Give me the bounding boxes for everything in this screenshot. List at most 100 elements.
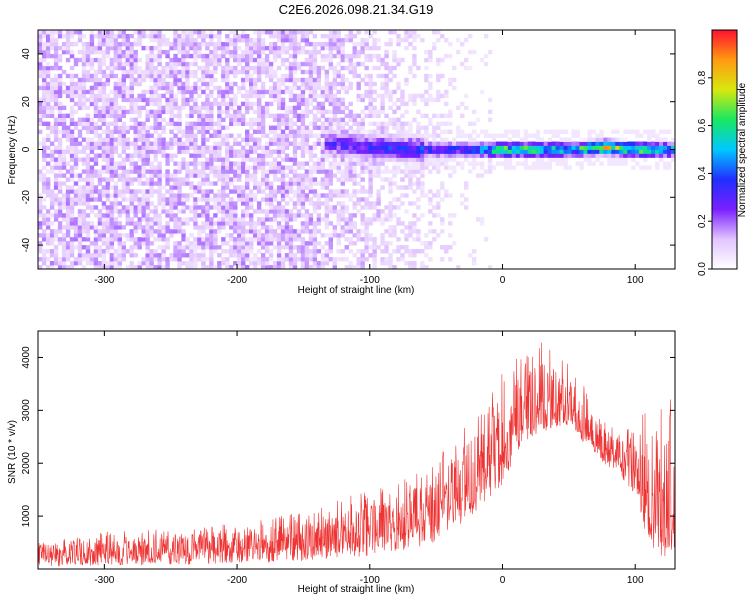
heatmap-cell [73, 201, 79, 206]
heatmap-cell [448, 157, 453, 162]
heatmap-cell [145, 265, 150, 270]
heatmap-cell [165, 81, 170, 87]
heatmap-cell [344, 113, 349, 119]
heatmap-cell [225, 161, 230, 166]
heatmap-cell [113, 89, 119, 95]
heatmap-cell [276, 225, 282, 230]
heatmap-cell [213, 165, 218, 170]
heatmap-cell [316, 101, 322, 107]
heatmap-cell [340, 189, 345, 194]
heatmap-cell [173, 113, 178, 119]
heatmap-cell [93, 229, 99, 234]
heatmap-cell [109, 161, 115, 166]
heatmap-cell [121, 49, 126, 55]
heatmap-cell [416, 165, 421, 170]
heatmap-cell [77, 129, 83, 134]
heatmap-cell [260, 197, 266, 202]
heatmap-cell [276, 153, 282, 158]
heatmap-cell [189, 85, 194, 91]
heatmap-cell [312, 241, 318, 246]
heatmap-cell [284, 165, 290, 170]
heatmap-cell [340, 233, 345, 238]
heatmap-cell [129, 197, 134, 202]
heatmap-cell [332, 133, 337, 138]
heatmap-cell [69, 113, 75, 119]
heatmap-cell [292, 237, 298, 242]
heatmap-cell [368, 53, 373, 59]
heatmap-cell [125, 125, 130, 130]
heatmap-cell [141, 153, 146, 158]
heatmap-cell [471, 141, 477, 146]
heatmap-cell [57, 113, 63, 119]
heatmap-cell [149, 33, 154, 39]
heatmap-cell [292, 65, 298, 71]
heatmap-cell [392, 101, 397, 107]
heatmap-cell [320, 253, 326, 258]
heatmap-cell [113, 229, 119, 234]
heatmap-cell [137, 129, 142, 134]
heatmap-cell [284, 89, 290, 95]
heatmap-cell [300, 245, 306, 250]
heatmap-cell [523, 129, 529, 134]
heatmap-cell [97, 141, 103, 146]
heatmap-cell [197, 149, 202, 154]
heatmap-cell [372, 129, 377, 134]
heatmap-cell [153, 157, 158, 162]
heatmap-cell [551, 153, 556, 158]
heatmap-cell [296, 117, 302, 123]
heatmap-cell [149, 113, 154, 119]
heatmap-cell [69, 197, 75, 202]
heatmap-cell [587, 145, 592, 150]
heatmap-cell [217, 205, 222, 210]
heatmap-cell [213, 145, 218, 150]
heatmap-cell [460, 113, 465, 119]
heatmap-cell [316, 261, 322, 266]
x-tick-label: 0 [500, 575, 506, 586]
heatmap-cell [304, 209, 310, 214]
heatmap-cell [432, 30, 437, 35]
heatmap-cell [249, 73, 254, 79]
heatmap-cell [137, 69, 142, 75]
heatmap-cell [424, 233, 429, 238]
heatmap-cell [73, 89, 79, 95]
heatmap-cell [189, 181, 194, 186]
heatmap-cell [304, 97, 310, 103]
heatmap-cell [125, 69, 130, 75]
heatmap-cell [137, 241, 142, 246]
heatmap-cell [181, 233, 186, 238]
heatmap-cell [523, 141, 529, 146]
heatmap-cell [237, 173, 242, 178]
heatmap-cell [667, 161, 672, 166]
heatmap-cell [356, 197, 361, 202]
heatmap-cell [105, 197, 111, 202]
heatmap-cell [272, 229, 278, 234]
heatmap-cell [85, 225, 91, 230]
heatmap-cell [137, 225, 142, 230]
heatmap-cell [667, 153, 672, 158]
heatmap-cell [495, 161, 501, 166]
heatmap-cell [615, 129, 620, 134]
heatmap-cell [237, 89, 242, 95]
heatmap-cell [412, 117, 417, 123]
heatmap-cell [249, 197, 254, 202]
heatmap-cell [336, 69, 341, 75]
heatmap-cell [272, 245, 278, 250]
heatmap-cell [105, 209, 111, 214]
heatmap-cell [129, 221, 134, 226]
heatmap-cell [141, 45, 146, 51]
heatmap-cell [384, 93, 389, 99]
heatmap-cell [300, 185, 306, 190]
heatmap-cell [217, 141, 222, 146]
heatmap-cell [380, 185, 385, 190]
heatmap-cell [328, 161, 334, 166]
heatmap-cell [384, 141, 389, 146]
heatmap-cell [272, 141, 278, 146]
heatmap-cell [89, 261, 95, 266]
heatmap-cell [81, 265, 87, 270]
heatmap-cell [308, 221, 314, 226]
heatmap-cell [424, 165, 429, 170]
heatmap-cell [416, 125, 421, 130]
heatmap-cell [249, 213, 254, 218]
heatmap-cell [145, 137, 150, 142]
